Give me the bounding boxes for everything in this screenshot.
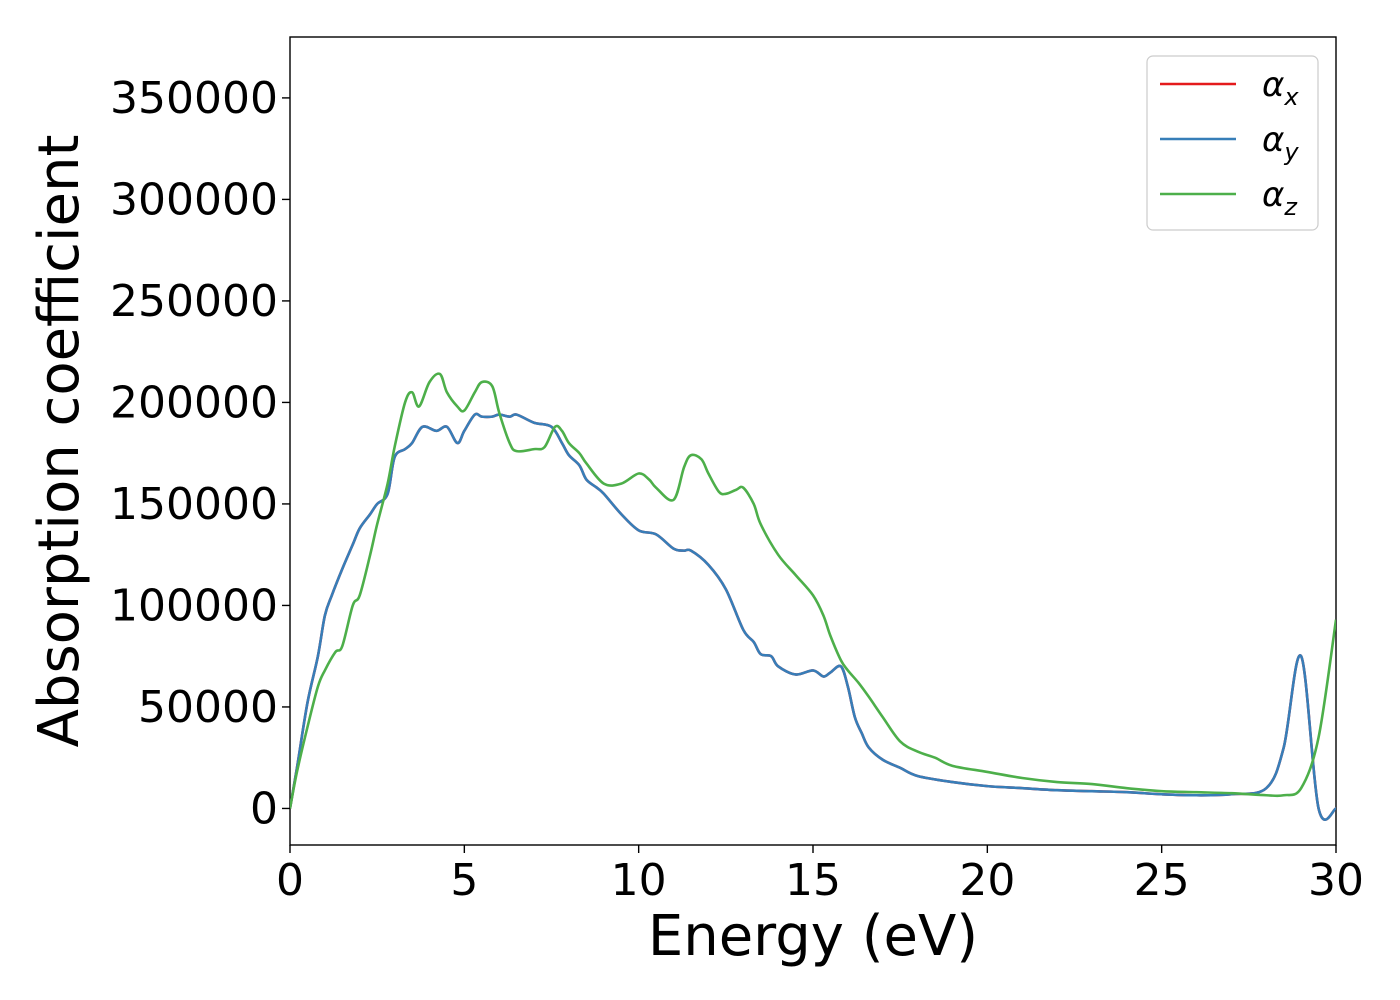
legend-symbol: α <box>1262 65 1284 105</box>
legend-subscript: y <box>1283 138 1299 166</box>
y-tick-label: 300000 <box>110 174 278 225</box>
x-tick-label: 30 <box>1308 855 1364 906</box>
y-axis-label: Absorption coefficient <box>27 135 92 748</box>
series-layer <box>290 372 1336 821</box>
series-line-z <box>290 372 1336 809</box>
legend-label-z: αz <box>1262 175 1298 221</box>
legend-label-x: αx <box>1262 65 1299 111</box>
y-tick-label: 200000 <box>110 377 278 428</box>
x-axis-label: Energy (eV) <box>648 904 978 969</box>
x-tick-label: 5 <box>450 855 478 906</box>
x-tick-label: 15 <box>785 855 841 906</box>
y-tick-label: 0 <box>250 783 278 834</box>
x-tick-label: 10 <box>611 855 667 906</box>
series-line-x <box>290 412 1336 821</box>
y-tick-label: 150000 <box>110 479 278 530</box>
y-tick-label: 250000 <box>110 276 278 327</box>
y-tick-label: 350000 <box>110 73 278 124</box>
legend-box <box>1146 55 1319 231</box>
x-axis: 0 5 10 15 20 25 30 <box>276 845 1364 906</box>
series-line-y <box>290 412 1336 821</box>
legend-subscript: x <box>1283 83 1299 111</box>
x-tick-label: 20 <box>959 855 1015 906</box>
legend-label-y: αy <box>1262 120 1299 166</box>
legend-subscript: z <box>1283 193 1298 221</box>
y-tick-label: 100000 <box>110 580 278 631</box>
legend-symbol: α <box>1262 175 1284 215</box>
legend-symbol: α <box>1262 120 1284 160</box>
x-tick-label: 25 <box>1134 855 1190 906</box>
x-tick-label: 0 <box>276 855 304 906</box>
y-axis: 0 50000 100000 150000 200000 250000 300000 3500… <box>110 73 290 834</box>
y-tick-label: 50000 <box>138 682 278 733</box>
